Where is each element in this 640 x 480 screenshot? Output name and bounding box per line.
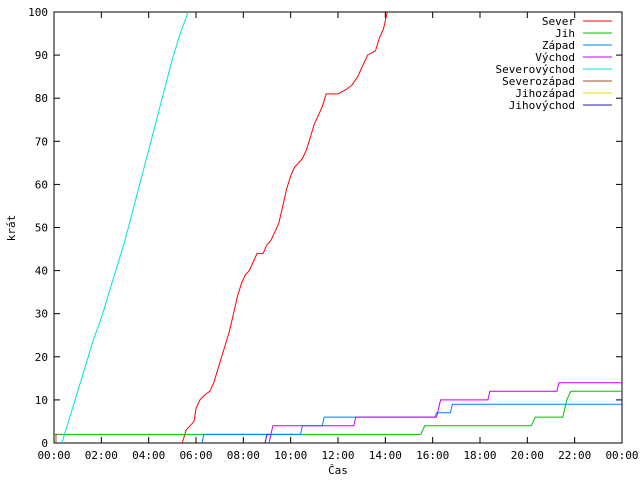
y-tick-label: 90 [35, 49, 48, 62]
legend-label: Východ [535, 51, 575, 64]
series-line-5 [61, 11, 189, 444]
y-tick-label: 80 [35, 92, 48, 105]
x-tick-label: 02:00 [85, 449, 118, 462]
x-tick-label: 18:00 [463, 449, 496, 462]
series-line-3 [201, 403, 622, 444]
x-tick-label: 00:00 [605, 449, 638, 462]
legend-label: Jihovýchod [509, 99, 575, 112]
y-tick-label: 10 [35, 394, 48, 407]
series-line-4 [268, 382, 622, 444]
y-tick-label: 30 [35, 308, 48, 321]
x-tick-label: 08:00 [227, 449, 260, 462]
x-tick-label: 12:00 [321, 449, 354, 462]
y-axis: 0 10 20 30 40 50 60 70 80 90 100 [28, 6, 622, 450]
legend: SeverJihZápadVýchodSeverovýchodSeverozáp… [496, 15, 612, 112]
legend-label: Severovýchod [496, 63, 575, 76]
legend-label: Sever [542, 15, 575, 28]
y-tick-label: 0 [41, 437, 48, 450]
x-tick-label: 14:00 [369, 449, 402, 462]
y-tick-label: 100 [28, 6, 48, 19]
legend-label: Severozápad [502, 75, 575, 88]
x-tick-label: 16:00 [416, 449, 449, 462]
y-tick-label: 20 [35, 351, 48, 364]
legend-label: Západ [542, 39, 575, 52]
y-tick-label: 50 [35, 222, 48, 235]
series-line-1 [181, 11, 388, 444]
x-tick-label: 04:00 [132, 449, 165, 462]
series-layer [54, 11, 622, 444]
series-line-2 [54, 390, 622, 435]
y-tick-label: 70 [35, 135, 48, 148]
x-axis-label: Čas [328, 464, 348, 477]
y-axis-label: krát [5, 215, 18, 242]
y-tick-label: 40 [35, 265, 48, 278]
legend-label: Jih [555, 27, 575, 40]
x-tick-label: 10:00 [274, 449, 307, 462]
y-tick-label: 60 [35, 178, 48, 191]
x-tick-label: 22:00 [558, 449, 591, 462]
series-line-8 [264, 433, 269, 444]
x-tick-label: 20:00 [511, 449, 544, 462]
x-tick-label: 00:00 [37, 449, 70, 462]
legend-label: Jihozápad [515, 87, 575, 100]
x-axis: 00:00 02:00 04:00 06:00 08:00 10:00 12:00 14:00… [37, 12, 639, 462]
series-line-6 [55, 433, 58, 443]
x-tick-label: 06:00 [179, 449, 212, 462]
